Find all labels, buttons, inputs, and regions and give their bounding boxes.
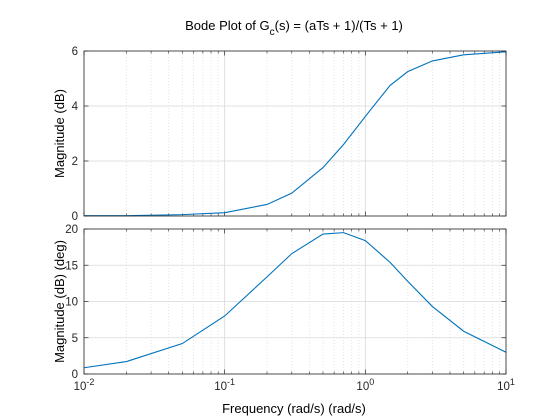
y-tick-label: 5	[72, 333, 78, 345]
phase-series-line	[83, 232, 507, 369]
y-tick-label: 2	[72, 156, 78, 168]
y-tick-label: 4	[72, 101, 79, 113]
y-tick-label: 0	[72, 369, 78, 381]
x-tick-label: 101	[497, 377, 515, 393]
axes-frame	[83, 50, 507, 217]
magnitude-axes: 0 2 4 6 Magnitude (dB)	[52, 46, 507, 223]
y-tick-label: 10	[65, 297, 78, 309]
title-subscript: c	[270, 27, 275, 38]
y-tick-label: 20	[65, 224, 78, 236]
y-axis-label: Magnitude (dB) (deg)	[52, 240, 67, 363]
y-tick-label: 15	[65, 260, 78, 272]
chart-title: Bode Plot of Gc(s) = (aTs + 1)/(Ts + 1)	[185, 18, 403, 38]
magnitude-series-line	[84, 51, 507, 217]
y-tick-label: 6	[72, 46, 78, 58]
x-tick-label: 10-2	[74, 377, 95, 393]
y-tick-label: 0	[72, 211, 78, 223]
x-tick-label: 10-1	[214, 377, 235, 393]
y-axis-label: Magnitude (dB)	[52, 89, 67, 178]
axes-frame	[83, 228, 507, 375]
phase-axes: 0 5 10 15 20 Magnitude (dB) (deg) 10-2 10-1 100 1…	[52, 224, 515, 393]
x-axis-label: Frequency (rad/s) (rad/s)	[222, 401, 366, 416]
x-tick-label: 100	[356, 377, 374, 393]
